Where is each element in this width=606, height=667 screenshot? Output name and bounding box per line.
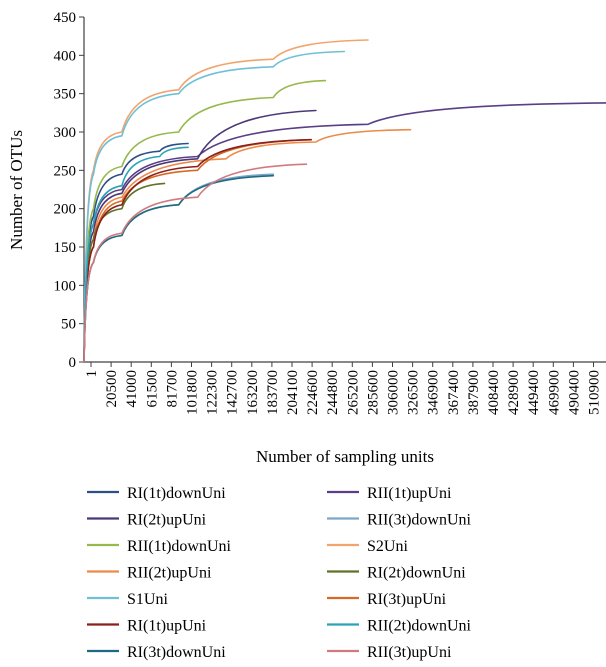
x-tick-label: 20500 <box>104 370 120 408</box>
x-tick-label: 428900 <box>506 370 522 415</box>
x-tick-label: 285600 <box>365 370 381 415</box>
x-tick-label: 326500 <box>406 370 422 415</box>
legend-item-RII(1t)downUni: RII(1t)downUni <box>87 538 232 555</box>
legend-label: RI(1t)upUni <box>127 618 207 635</box>
y-tick-label: 350 <box>54 87 77 103</box>
legend-label: RII(2t)downUni <box>367 618 472 635</box>
series-line-RI(1t)upUni <box>83 138 312 363</box>
legend-item-RII(2t)upUni: RII(2t)upUni <box>87 565 212 582</box>
series-line-RII(2t)upUni <box>83 128 412 363</box>
legend-item-S1Uni: S1Uni <box>87 591 168 608</box>
legend-label: RI(2t)upUni <box>127 512 207 529</box>
legend-label: S1Uni <box>127 591 168 608</box>
x-tick-label: 224600 <box>305 370 321 415</box>
y-tick-label: 200 <box>54 202 77 218</box>
x-tick-label: 101800 <box>185 370 201 415</box>
y-tick-label: 300 <box>54 125 77 141</box>
x-tick-label: 367400 <box>446 370 462 415</box>
series-line-RII(3t)downUni <box>83 173 275 363</box>
legend-item-RII(3t)upUni: RII(3t)upUni <box>327 644 452 661</box>
legend-label: RII(2t)upUni <box>127 565 212 582</box>
legend: RI(1t)downUni RII(1t)upUni RI(2t)upUni RII(… <box>87 485 472 661</box>
legend-label: RII(1t)upUni <box>367 485 452 502</box>
legend-item-RI(3t)downUni: RI(3t)downUni <box>87 644 226 661</box>
x-tick-label: 346900 <box>426 370 442 415</box>
x-tick-label: 81700 <box>164 370 180 408</box>
legend-item-RI(1t)downUni: RI(1t)downUni <box>87 485 226 502</box>
y-tick-label: 150 <box>54 240 77 256</box>
legend-label: RI(3t)upUni <box>367 591 447 608</box>
plot-series <box>83 39 606 363</box>
x-tick-label: 469900 <box>546 370 562 415</box>
y-tick-label: 50 <box>61 317 76 333</box>
legend-item-RII(1t)upUni: RII(1t)upUni <box>327 485 452 502</box>
series-line-S2Uni <box>83 39 369 363</box>
legend-item-RII(3t)downUni: RII(3t)downUni <box>327 512 472 529</box>
x-tick-label: 41000 <box>124 370 140 408</box>
x-tick-label: 204100 <box>285 370 301 415</box>
x-tick-label: 142700 <box>225 370 241 415</box>
x-tick-label: 122300 <box>205 370 221 415</box>
x-tick-label: 510900 <box>587 370 603 415</box>
x-axis-ticks: 1 20500 41000 61500 81700 101800 122300 142700 1… <box>84 362 603 415</box>
legend-label: RI(2t)downUni <box>367 565 466 582</box>
y-tick-label: 400 <box>54 48 77 64</box>
legend-item-RI(1t)upUni: RI(1t)upUni <box>87 618 207 635</box>
x-axis-title: Number of sampling units <box>256 447 434 466</box>
y-axis-title: Number of OTUs <box>7 130 26 250</box>
legend-label: RI(3t)downUni <box>127 644 226 661</box>
legend-item-RII(2t)downUni: RII(2t)downUni <box>327 618 472 635</box>
x-tick-label: 449400 <box>526 370 542 415</box>
y-axis-ticks: 0 50 100 150 200 250 300 350 400 450 <box>54 10 84 371</box>
series-line-RI(3t)upUni <box>83 138 312 363</box>
x-tick-label: 408400 <box>486 370 502 415</box>
x-tick-label: 244800 <box>325 370 341 415</box>
series-line-RII(1t)upUni <box>83 102 606 363</box>
legend-item-RI(3t)upUni: RI(3t)upUni <box>327 591 447 608</box>
x-tick-label: 265200 <box>345 370 361 415</box>
legend-item-RI(2t)downUni: RI(2t)downUni <box>327 565 466 582</box>
y-tick-label: 450 <box>54 10 77 26</box>
legend-item-S2Uni: S2Uni <box>327 538 408 555</box>
legend-label: S2Uni <box>367 538 408 555</box>
x-tick-label: 1 <box>84 370 100 378</box>
x-tick-label: 163200 <box>245 370 261 415</box>
legend-label: RII(3t)upUni <box>367 644 452 661</box>
legend-label: RI(1t)downUni <box>127 485 226 502</box>
series-line-RII(3t)upUni <box>83 163 308 363</box>
series-line-RII(1t)downUni <box>83 79 327 363</box>
legend-label: RII(1t)downUni <box>127 538 232 555</box>
legend-item-RI(2t)upUni: RI(2t)upUni <box>87 512 207 529</box>
y-tick-label: 250 <box>54 163 77 179</box>
x-tick-label: 183700 <box>265 370 281 415</box>
x-tick-label: 306000 <box>386 370 402 415</box>
y-tick-label: 0 <box>69 355 77 371</box>
series-line-RII(2t)downUni <box>83 146 189 363</box>
x-tick-label: 61500 <box>144 370 160 408</box>
legend-label: RII(3t)downUni <box>367 512 472 529</box>
x-tick-label: 387900 <box>466 370 482 415</box>
series-line-S1Uni <box>83 50 346 363</box>
x-tick-label: 490400 <box>566 370 582 415</box>
y-tick-label: 100 <box>54 278 77 294</box>
